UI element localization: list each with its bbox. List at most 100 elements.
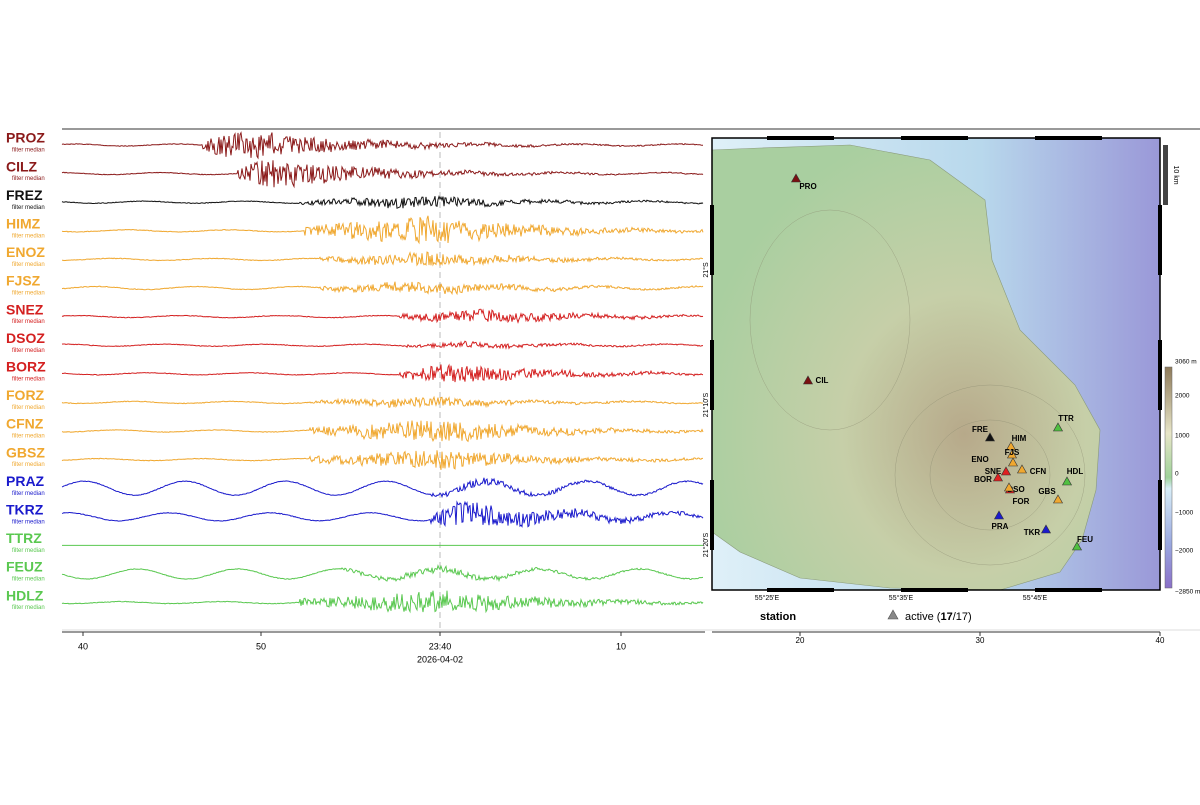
station-marker [1061, 476, 1073, 486]
station-label: CFN [1030, 467, 1047, 476]
station-marker [1052, 494, 1064, 504]
trace-label: DSOZ [6, 330, 45, 346]
trace-note: filter median [12, 233, 45, 239]
waveform [61, 395, 704, 409]
colorbar-label: −2850 m [1175, 589, 1200, 596]
waveform [61, 281, 704, 296]
trace-label: HDLZ [6, 587, 44, 603]
legend-text: active (17/17) [905, 611, 972, 623]
trace-label: ENOZ [6, 244, 45, 260]
station-marker [1071, 541, 1083, 551]
station-marker [1005, 441, 1017, 451]
station-label: HIM [1012, 434, 1027, 443]
station-marker [1006, 449, 1018, 459]
time-tick-label: 23:40 [429, 641, 452, 651]
time-tick-label: 10 [616, 641, 626, 651]
lon-label: 55°25'E [755, 594, 780, 602]
trace-note: filter median [12, 434, 45, 440]
colorbar-label: −2000 [1175, 548, 1194, 555]
station-label: TTR [1058, 414, 1074, 423]
station-marker [1003, 482, 1015, 492]
station-label: FRE [972, 425, 989, 434]
time-tick-label: 40 [78, 641, 88, 651]
trace-label: FEUZ [6, 559, 43, 575]
trace-label: PROZ [6, 130, 45, 146]
legend-icon [887, 609, 899, 620]
trace-note: filter median [12, 405, 45, 411]
map-bottom-tick-label: 30 [976, 636, 985, 645]
trace-note: filter median [12, 205, 45, 211]
colorbar-label: 2000 [1175, 393, 1190, 400]
station-marker [802, 375, 814, 385]
station-label: PRO [799, 182, 816, 191]
trace-label: TTRZ [6, 530, 42, 546]
trace-label: SNEZ [6, 301, 44, 317]
map-bottom-tick-label: 40 [1156, 636, 1165, 645]
trace-label: CILZ [6, 158, 38, 174]
waveform [61, 195, 704, 209]
station-label: GBS [1038, 487, 1056, 496]
scale-bar-label: 10 km [1172, 165, 1179, 184]
trace-label: FORZ [6, 387, 45, 403]
waveform [61, 160, 704, 189]
trace-note: filter median [12, 462, 45, 468]
trace-note: filter median [12, 291, 45, 297]
trace-note: filter median [12, 376, 45, 382]
lon-label: 55°35'E [889, 594, 914, 602]
station-label: FOR [1013, 497, 1030, 506]
station-marker [1016, 464, 1028, 474]
station-label: PRA [992, 522, 1009, 531]
scale-bar [1163, 145, 1168, 205]
legend-suffix: /17) [953, 611, 972, 623]
lat-label: 21°20'S [702, 532, 710, 557]
map-frame-ticks [710, 136, 1162, 592]
colorbar-label: 1000 [1175, 433, 1190, 440]
trace-note: filter median [12, 519, 45, 525]
trace-note: filter median [12, 577, 45, 583]
trace-label: HIMZ [6, 216, 41, 232]
colorbar-label: 0 [1175, 471, 1179, 478]
waveform [61, 477, 704, 499]
trace-label: GBSZ [6, 444, 45, 460]
waveform [61, 450, 703, 470]
station-label: SNE [985, 467, 1002, 476]
lon-label: 55°45'E [1023, 594, 1048, 602]
time-tick-label: 50 [256, 641, 266, 651]
station-marker [1007, 457, 1019, 467]
station-label: FJS [1005, 448, 1020, 457]
legend-title: station [760, 611, 796, 623]
waveform [61, 590, 704, 614]
station-marker [993, 510, 1005, 520]
trace-note: filter median [12, 148, 45, 154]
trace-note: filter median [12, 548, 45, 554]
station-marker [1040, 524, 1052, 534]
waveform [61, 500, 704, 528]
trace-label: FJSZ [6, 273, 41, 289]
waveform [61, 420, 704, 443]
contours [749, 209, 1086, 566]
trace-note: filter median [12, 348, 45, 354]
colorbar-label: 3060 m [1175, 359, 1197, 366]
legend-count: 17 [940, 611, 952, 623]
trace-label: PRAZ [6, 473, 45, 489]
station-marker [984, 432, 996, 442]
legend-prefix: active ( [905, 611, 941, 623]
trace-note: filter median [12, 176, 45, 182]
colorbar-label: −1000 [1175, 510, 1194, 517]
lat-label: 21°10'S [702, 392, 710, 417]
station-label: BOR [974, 475, 992, 484]
trace-label: TKRZ [6, 502, 44, 518]
station-label: CIL [816, 376, 829, 385]
waveform [61, 363, 704, 383]
station-label: FEU [1077, 535, 1093, 544]
station-marker [1052, 422, 1064, 432]
station-label: HDL [1067, 467, 1084, 476]
trace-note: filter median [12, 262, 45, 268]
station-label: ENO [971, 455, 988, 464]
time-date: 2026-04-02 [417, 654, 463, 664]
map-bottom-tick-label: 20 [796, 636, 805, 645]
waveform [61, 131, 703, 160]
trace-label: CFNZ [6, 416, 44, 432]
waveform [61, 308, 704, 324]
